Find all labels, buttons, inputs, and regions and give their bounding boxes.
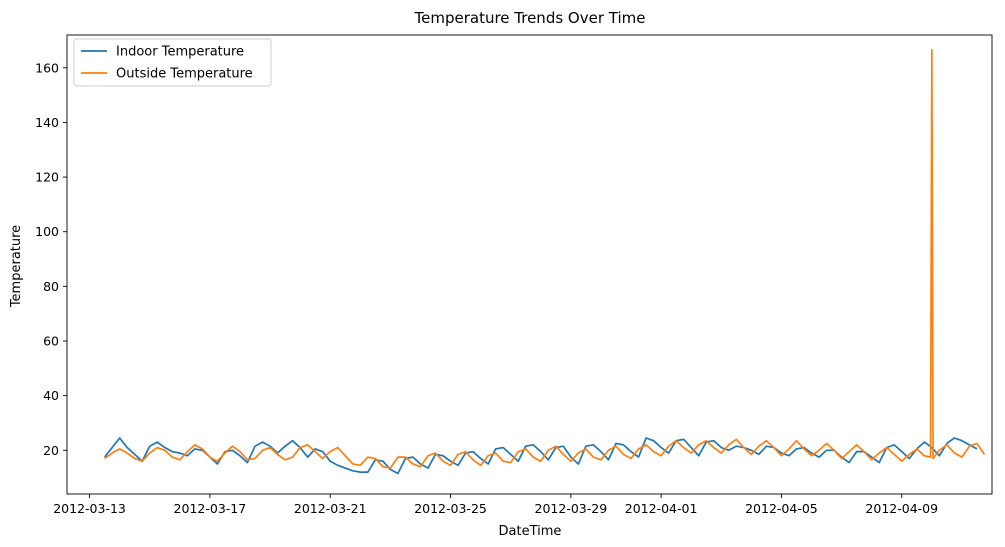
y-tick-label: 160 xyxy=(35,60,59,75)
legend-label-outside: Outside Temperature xyxy=(116,67,253,82)
x-tick-label: 2012-04-05 xyxy=(745,501,818,516)
legend: Indoor Temperature Outside Temperature xyxy=(73,38,272,87)
chart-title: Temperature Trends Over Time xyxy=(414,9,646,27)
x-tick-label: 2012-03-17 xyxy=(174,501,247,516)
y-tick-label: 60 xyxy=(43,334,59,349)
series-line-outside xyxy=(104,49,986,469)
x-axis-title: DateTime xyxy=(499,524,562,539)
x-tick-label: 2012-03-29 xyxy=(535,501,608,516)
y-tick-label: 140 xyxy=(35,115,59,130)
y-tick-label: 40 xyxy=(43,388,59,403)
plot-area xyxy=(66,34,993,495)
y-tick-label: 120 xyxy=(35,170,59,185)
x-tick-label: 2012-04-01 xyxy=(625,501,698,516)
y-tick-label: 100 xyxy=(35,224,59,239)
y-axis: 20 40 60 80 100 120 140 160 xyxy=(35,60,67,458)
series-line-indoor xyxy=(103,437,978,475)
legend-label-indoor: Indoor Temperature xyxy=(116,45,244,60)
y-tick-label: 80 xyxy=(43,279,59,294)
x-tick-label: 2012-03-21 xyxy=(294,501,367,516)
x-axis: 2012-03-13 2012-03-17 2012-03-21 2012-03-25… xyxy=(53,494,938,516)
x-tick-label: 2012-04-09 xyxy=(865,501,938,516)
x-tick-label: 2012-03-13 xyxy=(53,501,126,516)
y-axis-title: Temperature xyxy=(9,225,24,308)
plot-frame xyxy=(66,34,993,495)
y-tick-label: 20 xyxy=(43,443,59,458)
x-tick-label: 2012-03-25 xyxy=(414,501,487,516)
legend-box xyxy=(73,38,272,87)
